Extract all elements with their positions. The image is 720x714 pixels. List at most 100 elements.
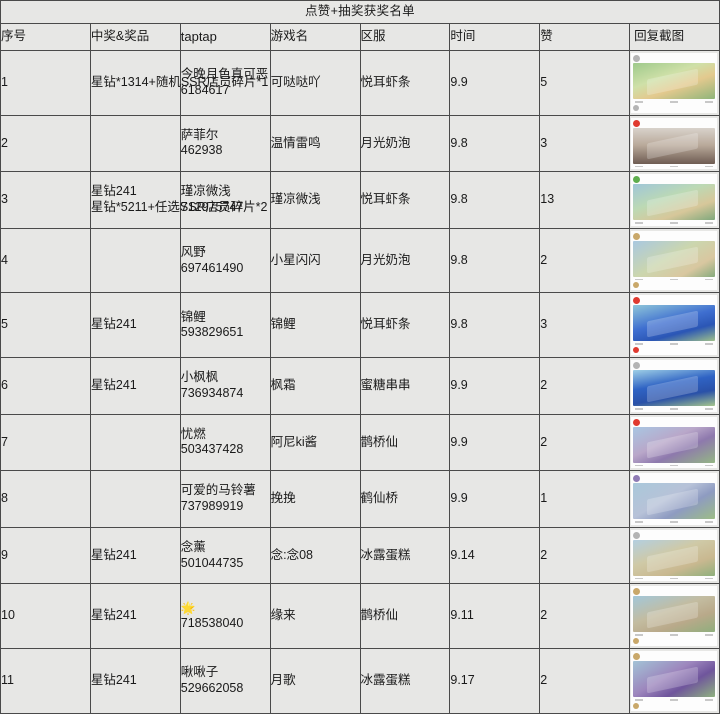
cell-likes[interactable]: 1	[539, 470, 631, 528]
column-header-game-name[interactable]: 游戏名	[269, 23, 361, 51]
cell-prize[interactable]	[89, 227, 181, 294]
cell-prize[interactable]: 星钻241	[89, 526, 181, 585]
reply-screenshot-thumbnail[interactable]	[630, 584, 719, 648]
reply-screenshot-thumbnail[interactable]	[630, 51, 719, 115]
cell-prize[interactable]: 星钻241	[89, 647, 181, 714]
cell-time[interactable]: 9.17	[449, 647, 541, 714]
cell-time[interactable]: 9.8	[449, 227, 541, 294]
cell-index[interactable]: 3	[0, 171, 91, 229]
cell-index[interactable]: 5	[0, 292, 91, 358]
cell-screenshot[interactable]	[629, 227, 720, 294]
cell-likes[interactable]: 2	[539, 356, 631, 415]
cell-prize[interactable]: 星钻241	[89, 356, 181, 415]
cell-time[interactable]: 9.9	[449, 50, 541, 116]
table-row[interactable]: 7 忧燃 503437428 阿尼ki酱 鹊桥仙 9.9 2	[0, 413, 720, 472]
column-header-taptap[interactable]: taptap	[179, 23, 271, 51]
cell-server[interactable]: 鹤仙桥	[359, 470, 451, 528]
cell-game-name[interactable]: 锦鲤	[269, 292, 361, 358]
cell-index[interactable]: 9	[0, 526, 91, 585]
cell-index[interactable]: 2	[0, 114, 91, 173]
table-row[interactable]: 2 萨菲尔 462938 温情雷鸣 月光奶泡 9.8 3	[0, 114, 720, 173]
cell-index[interactable]: 10	[0, 583, 91, 649]
cell-prize[interactable]: 星钻*1314+随机SSR店员碎片*1	[89, 50, 268, 116]
cell-likes[interactable]: 5	[539, 50, 631, 116]
cell-server[interactable]: 鹊桥仙	[359, 413, 451, 472]
cell-server[interactable]: 冰露蛋糕	[359, 647, 451, 714]
cell-index[interactable]: 6	[0, 356, 91, 415]
cell-game-name[interactable]: 念:念08	[269, 526, 361, 585]
table-row[interactable]: 5 星钻241 锦鲤 593829651 锦鲤 悦耳虾条 9.8 3	[0, 292, 720, 358]
cell-taptap[interactable]: 念薰 501044735	[179, 526, 271, 585]
table-row[interactable]: 8 可爱的马铃薯 737989919 挽挽 鹤仙桥 9.9 1	[0, 470, 720, 528]
cell-taptap[interactable]: 啾啾子 529662058	[179, 647, 271, 714]
column-header-screenshot[interactable]: 回复截图	[629, 23, 720, 51]
cell-game-name[interactable]: 缘来	[269, 583, 361, 649]
cell-prize[interactable]: 星钻241	[89, 583, 181, 649]
cell-server[interactable]: 冰露蛋糕	[359, 526, 451, 585]
cell-prize[interactable]	[89, 413, 181, 472]
column-header-likes[interactable]: 赞	[539, 23, 631, 51]
reply-screenshot-thumbnail[interactable]	[630, 357, 719, 414]
cell-taptap[interactable]: 忧燃 503437428	[179, 413, 271, 472]
cell-likes[interactable]: 3	[539, 114, 631, 173]
cell-likes[interactable]: 3	[539, 292, 631, 358]
reply-screenshot-thumbnail[interactable]	[630, 228, 719, 293]
cell-game-name[interactable]: 温情雷鸣	[269, 114, 361, 173]
cell-likes[interactable]: 2	[539, 526, 631, 585]
cell-time[interactable]: 9.8	[449, 292, 541, 358]
cell-index[interactable]: 7	[0, 413, 91, 472]
cell-time[interactable]: 9.11	[449, 583, 541, 649]
reply-screenshot-thumbnail[interactable]	[630, 648, 719, 713]
cell-taptap[interactable]: 可爱的马铃薯 737989919	[179, 470, 271, 528]
cell-screenshot[interactable]	[629, 583, 720, 649]
table-row[interactable]: 10 星钻241 🌟 718538040 缘来 鹊桥仙 9.11 2	[0, 583, 720, 649]
cell-game-name[interactable]: 月歌	[269, 647, 361, 714]
table-row[interactable]: 11 星钻241 啾啾子 529662058 月歌 冰露蛋糕 9.17 2	[0, 647, 720, 714]
cell-screenshot[interactable]	[629, 292, 720, 358]
cell-taptap[interactable]: 风野 697461490	[179, 227, 271, 294]
cell-taptap[interactable]: 瑾凉微浅 712975747	[179, 171, 271, 229]
cell-server[interactable]: 月光奶泡	[359, 114, 451, 173]
column-header-index[interactable]: 序号	[0, 23, 91, 51]
cell-likes[interactable]: 2	[539, 413, 631, 472]
reply-screenshot-thumbnail[interactable]	[630, 172, 719, 228]
cell-index[interactable]: 11	[0, 647, 91, 714]
cell-screenshot[interactable]	[629, 114, 720, 173]
table-row[interactable]: 4 风野 697461490 小星闪闪 月光奶泡 9.8 2	[0, 227, 720, 294]
cell-screenshot[interactable]	[629, 356, 720, 415]
cell-taptap[interactable]: 锦鲤 593829651	[179, 292, 271, 358]
reply-screenshot-thumbnail[interactable]	[630, 414, 719, 471]
cell-likes[interactable]: 2	[539, 227, 631, 294]
reply-screenshot-thumbnail[interactable]	[630, 115, 719, 172]
cell-time[interactable]: 9.8	[449, 171, 541, 229]
cell-prize[interactable]	[89, 114, 181, 173]
cell-likes[interactable]: 2	[539, 647, 631, 714]
cell-server[interactable]: 悦耳虾条	[359, 50, 451, 116]
cell-taptap[interactable]: 小枫枫 736934874	[179, 356, 271, 415]
table-row[interactable]: 6 星钻241 小枫枫 736934874 枫霜 蜜糖串串 9.9 2	[0, 356, 720, 415]
cell-screenshot[interactable]	[629, 470, 720, 528]
reply-screenshot-thumbnail[interactable]	[630, 527, 719, 584]
cell-time[interactable]: 9.9	[449, 356, 541, 415]
cell-taptap[interactable]: 萨菲尔 462938	[179, 114, 271, 173]
cell-screenshot[interactable]	[629, 526, 720, 585]
cell-time[interactable]: 9.9	[449, 413, 541, 472]
reply-screenshot-thumbnail[interactable]	[630, 471, 719, 527]
cell-server[interactable]: 悦耳虾条	[359, 171, 451, 229]
cell-likes[interactable]: 2	[539, 583, 631, 649]
cell-game-name[interactable]: 瑾凉微浅	[269, 171, 361, 229]
cell-index[interactable]: 4	[0, 227, 91, 294]
cell-screenshot[interactable]	[629, 50, 720, 116]
column-header-server[interactable]: 区服	[359, 23, 451, 51]
column-header-time[interactable]: 时间	[449, 23, 541, 51]
cell-taptap[interactable]: 🌟 718538040	[179, 583, 271, 649]
cell-screenshot[interactable]	[629, 413, 720, 472]
table-row[interactable]: 9 星钻241 念薰 501044735 念:念08 冰露蛋糕 9.14 2	[0, 526, 720, 585]
cell-game-name[interactable]: 挽挽	[269, 470, 361, 528]
cell-index[interactable]: 8	[0, 470, 91, 528]
cell-server[interactable]: 月光奶泡	[359, 227, 451, 294]
cell-index[interactable]: 1	[0, 50, 91, 116]
cell-game-name[interactable]: 可哒哒吖	[269, 50, 361, 116]
cell-game-name[interactable]: 枫霜	[269, 356, 361, 415]
cell-server[interactable]: 鹊桥仙	[359, 583, 451, 649]
